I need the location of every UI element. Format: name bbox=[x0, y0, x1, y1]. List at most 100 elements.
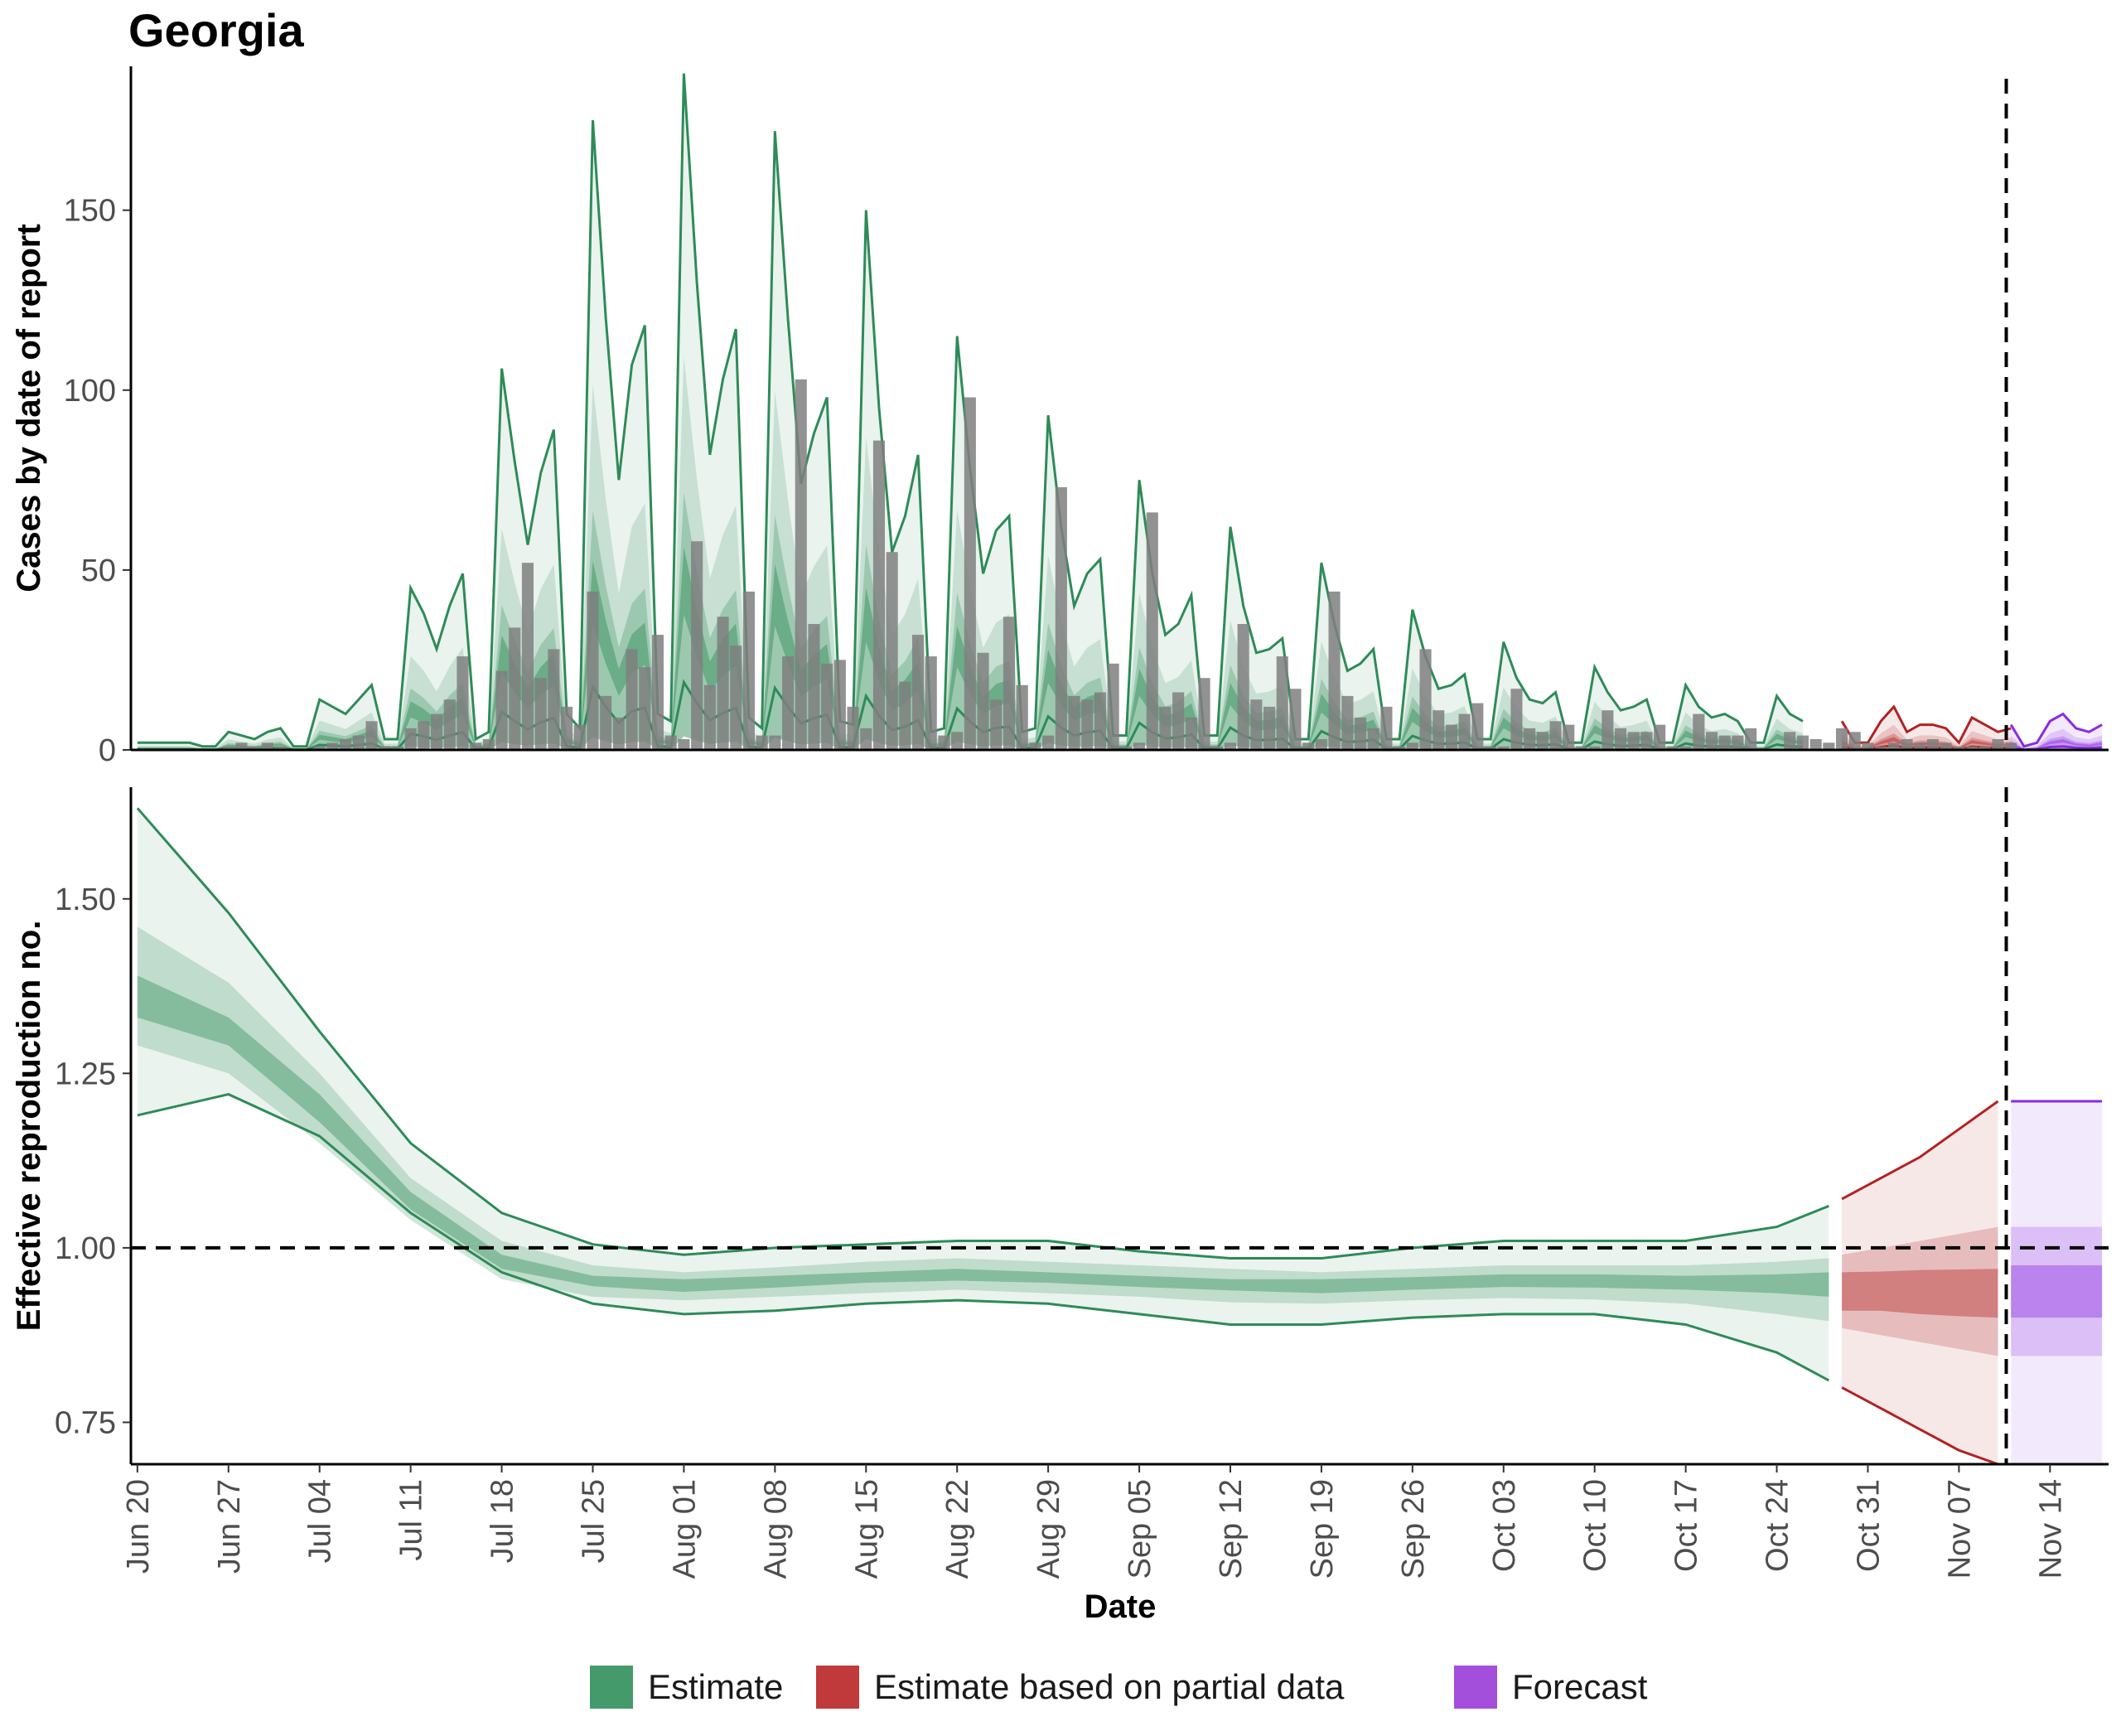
legend: Estimate Estimate based on partial data … bbox=[0, 1645, 2121, 1719]
case-bar bbox=[1914, 742, 1926, 750]
case-bar bbox=[1588, 746, 1601, 750]
case-bar bbox=[457, 656, 469, 750]
case-bar bbox=[1042, 735, 1055, 750]
case-bar bbox=[1848, 732, 1861, 750]
case-bar bbox=[1328, 591, 1341, 750]
case-bar bbox=[938, 735, 950, 750]
case-bar bbox=[587, 591, 599, 750]
case-bar bbox=[1355, 717, 1367, 750]
case-bar bbox=[1394, 746, 1406, 750]
case-bar bbox=[326, 742, 339, 750]
case-bar bbox=[249, 746, 261, 750]
legend-key-partial bbox=[816, 1666, 859, 1709]
case-bar bbox=[1211, 746, 1224, 750]
cases-ribbon-estimate bbox=[137, 73, 1803, 750]
case-bar bbox=[1159, 706, 1172, 750]
rt-ribbon-90-estimate-based-on-partial-data bbox=[1842, 1101, 1998, 1464]
cases-panel: 0 50 100 150 Cases by date of report bbox=[11, 66, 2109, 768]
case-bar bbox=[1536, 732, 1548, 750]
case-bar bbox=[482, 739, 495, 750]
case-bar bbox=[1068, 695, 1080, 750]
legend-item-partial: Estimate based on partial data bbox=[816, 1666, 1344, 1709]
cases-y-tick-label: 50 bbox=[81, 554, 116, 588]
case-bar bbox=[1718, 735, 1731, 750]
legend-item-forecast: Forecast bbox=[1454, 1666, 1647, 1709]
case-bar bbox=[1367, 728, 1379, 750]
case-bar bbox=[1380, 706, 1393, 750]
case-bar bbox=[1615, 728, 1627, 750]
case-bar bbox=[808, 624, 820, 750]
case-bar bbox=[1433, 710, 1445, 750]
case-bar bbox=[404, 728, 417, 750]
case-bar bbox=[391, 746, 403, 750]
case-bar bbox=[639, 667, 651, 750]
case-bar bbox=[1992, 739, 2004, 750]
case-bar bbox=[691, 541, 703, 750]
case-bar bbox=[1250, 699, 1263, 750]
case-bar bbox=[1029, 742, 1041, 750]
x-tick-label: Jul 11 bbox=[394, 1479, 429, 1561]
x-tick-label: Oct 17 bbox=[1669, 1479, 1704, 1572]
case-bar bbox=[964, 397, 976, 750]
case-bar bbox=[561, 706, 573, 750]
case-bar bbox=[1602, 710, 1614, 750]
case-bar bbox=[1107, 663, 1119, 750]
case-bar bbox=[443, 699, 456, 750]
case-bar bbox=[1640, 732, 1653, 750]
case-bar bbox=[470, 742, 482, 750]
case-bar bbox=[379, 746, 391, 750]
rt-y-axis-title: Effective reproduction no. bbox=[11, 921, 47, 1332]
x-tick-label: Oct 10 bbox=[1578, 1479, 1613, 1572]
case-bar bbox=[912, 635, 925, 750]
case-bar bbox=[795, 379, 807, 750]
case-bar bbox=[548, 649, 560, 750]
legend-label-forecast: Forecast bbox=[1512, 1667, 1648, 1706]
cases-median-band-forecast bbox=[2011, 739, 2103, 750]
rt-ribbon-50-forecast bbox=[2011, 1226, 2103, 1356]
cases-ribbon-forecast bbox=[2011, 736, 2103, 750]
case-bar bbox=[1419, 649, 1432, 750]
case-bar bbox=[833, 660, 846, 750]
case-bar bbox=[534, 678, 547, 750]
case-bar bbox=[1823, 742, 1835, 750]
x-tick-label: Nov 07 bbox=[1942, 1479, 1977, 1579]
cases-ribbon-forecast bbox=[2011, 713, 2103, 750]
case-bar bbox=[1003, 617, 1015, 750]
case-bar bbox=[1485, 746, 1497, 750]
case-bar bbox=[1497, 746, 1510, 750]
case-bar bbox=[2005, 742, 2017, 750]
case-bar bbox=[821, 663, 833, 750]
case-bar bbox=[782, 656, 795, 750]
x-tick-label: Nov 14 bbox=[2033, 1479, 2068, 1579]
case-bar bbox=[1693, 713, 1705, 750]
case-bar bbox=[860, 728, 872, 750]
case-bar bbox=[1055, 487, 1067, 750]
case-bar bbox=[340, 739, 352, 750]
case-bar bbox=[235, 742, 248, 750]
x-tick-label: Oct 03 bbox=[1487, 1479, 1522, 1572]
rt-y-tick-label: 1.25 bbox=[55, 1057, 116, 1091]
case-bar bbox=[1081, 699, 1094, 750]
case-bar bbox=[1458, 713, 1471, 750]
case-bar bbox=[600, 695, 612, 750]
case-bar bbox=[977, 652, 989, 750]
rt-y-tick-label: 1.50 bbox=[55, 883, 116, 917]
case-bar bbox=[1926, 739, 1939, 750]
case-bar bbox=[418, 721, 430, 750]
case-bar bbox=[1875, 746, 1887, 750]
case-bar bbox=[1510, 689, 1523, 750]
case-bar bbox=[1263, 706, 1276, 750]
case-bar bbox=[1198, 678, 1210, 750]
cases-y-tick-label: 150 bbox=[64, 194, 116, 229]
cases-ribbon-estimate-based-on-partial-data bbox=[1842, 724, 2012, 750]
rt-ribbon-50-estimate-based-on-partial-data bbox=[1842, 1226, 1998, 1356]
case-bar bbox=[769, 735, 781, 750]
case-bar bbox=[742, 591, 755, 750]
case-bar bbox=[222, 746, 234, 750]
cases-upper-line-estimate-based-on-partial-data bbox=[1840, 704, 2012, 745]
legend-key-forecast bbox=[1454, 1666, 1497, 1709]
case-bar bbox=[1966, 746, 1978, 750]
case-bar bbox=[1627, 732, 1640, 750]
case-bar bbox=[1276, 656, 1288, 750]
